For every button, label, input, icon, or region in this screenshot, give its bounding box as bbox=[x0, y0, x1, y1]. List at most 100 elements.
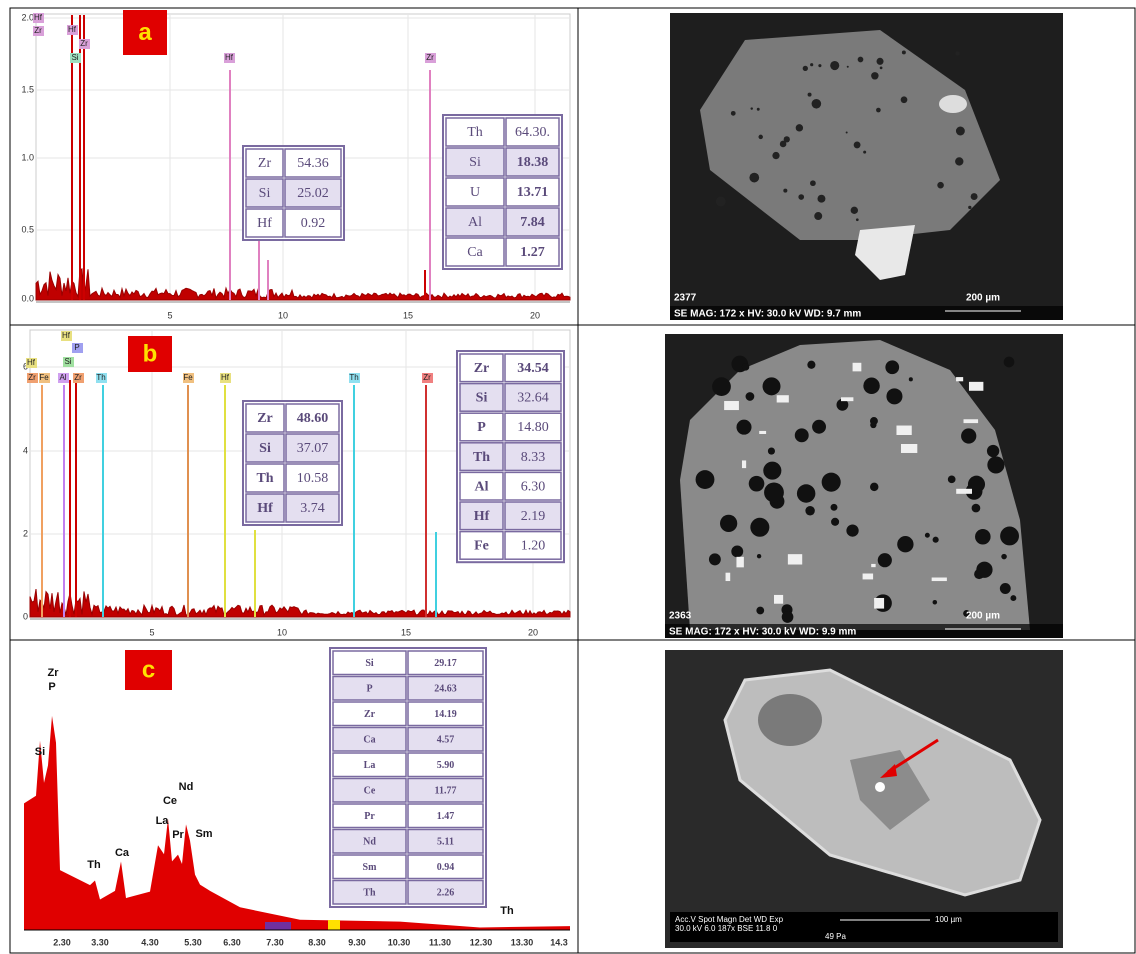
grain bbox=[700, 30, 1000, 240]
x-tick-label: 20 bbox=[530, 310, 540, 320]
bright-phase bbox=[725, 572, 731, 582]
peak-tag bbox=[58, 373, 69, 383]
image-info: 30.0 kV 6.0 187x BSE 11.8 0 bbox=[675, 924, 778, 933]
x-tick-label: 7.30 bbox=[266, 937, 284, 947]
table-cell bbox=[505, 177, 560, 207]
peak-tag bbox=[67, 25, 78, 35]
table-cell bbox=[245, 463, 285, 493]
peak-tag bbox=[224, 53, 235, 63]
spectrum bbox=[35, 268, 571, 301]
peak-tag bbox=[72, 343, 83, 353]
table-text: Zr bbox=[364, 709, 376, 720]
table-cell bbox=[332, 879, 407, 905]
band bbox=[328, 920, 340, 930]
table-text: Th bbox=[473, 450, 490, 465]
table-text: 24.63 bbox=[434, 684, 457, 695]
bright-phase bbox=[874, 597, 885, 609]
pore bbox=[876, 107, 881, 113]
x-tick-label: 6.30 bbox=[223, 937, 241, 947]
pore bbox=[967, 475, 986, 493]
table-cell bbox=[245, 208, 284, 238]
panel-label-box bbox=[123, 10, 167, 55]
table-text: 34.54 bbox=[517, 361, 549, 376]
pore bbox=[814, 212, 823, 221]
x-tick-label: 10 bbox=[278, 310, 288, 320]
peak-tag bbox=[220, 373, 231, 383]
table-cell bbox=[504, 501, 562, 531]
peak-label: Zr bbox=[74, 373, 82, 382]
pore bbox=[855, 218, 859, 222]
peak-tag bbox=[39, 373, 50, 383]
table-cell bbox=[505, 207, 560, 237]
y-tick-label: 0 bbox=[23, 611, 28, 621]
bright-phase bbox=[956, 377, 964, 382]
pore bbox=[794, 428, 809, 443]
table-cell bbox=[407, 854, 484, 880]
peak-label: Si bbox=[35, 746, 45, 758]
peak-label: Zr bbox=[423, 373, 431, 382]
peak-tag bbox=[27, 373, 38, 383]
table-cell bbox=[459, 442, 504, 472]
table-cell bbox=[504, 530, 562, 560]
peak-label: P bbox=[74, 343, 79, 352]
table-cell bbox=[332, 675, 407, 701]
peak-label: Si bbox=[64, 357, 71, 366]
x-tick-label: 5.30 bbox=[184, 937, 202, 947]
table-text: Si bbox=[469, 155, 481, 170]
pore bbox=[961, 428, 977, 444]
bright-phase bbox=[736, 556, 744, 568]
core bbox=[758, 694, 822, 746]
table-cell bbox=[445, 177, 505, 207]
peak-label: Th bbox=[96, 373, 105, 382]
table-cell bbox=[459, 353, 504, 383]
table-text: 1.20 bbox=[521, 539, 546, 554]
peak-label: Hf bbox=[27, 358, 36, 367]
bright-phase bbox=[852, 362, 862, 372]
table-cell bbox=[504, 412, 562, 442]
pore bbox=[955, 157, 964, 166]
frame bbox=[9, 7, 1136, 954]
pore bbox=[805, 506, 815, 516]
bright-phase bbox=[787, 554, 803, 565]
pore bbox=[708, 553, 721, 566]
peak-label: La bbox=[156, 815, 170, 827]
peak-tag bbox=[63, 357, 74, 367]
table-text: Si bbox=[365, 658, 374, 669]
pore bbox=[750, 517, 770, 537]
arrow-head bbox=[880, 764, 897, 778]
pore bbox=[821, 472, 841, 492]
table-text: 4.57 bbox=[437, 735, 455, 746]
pore bbox=[750, 107, 753, 110]
x-tick-label: 14.3 bbox=[550, 937, 568, 947]
pore bbox=[731, 545, 744, 558]
table-text: La bbox=[364, 760, 376, 771]
pore bbox=[968, 205, 972, 210]
pore bbox=[885, 360, 900, 375]
peak-label: P bbox=[48, 681, 55, 693]
table-cell bbox=[407, 675, 484, 701]
peak-label: Nd bbox=[179, 781, 194, 793]
table-cell bbox=[445, 117, 505, 147]
table-cell bbox=[332, 803, 407, 829]
table-cell bbox=[245, 493, 285, 523]
table-text: 54.36 bbox=[297, 156, 329, 171]
scale-label: 200 µm bbox=[966, 611, 1000, 622]
table-text: 5.11 bbox=[437, 837, 454, 848]
pore bbox=[764, 482, 784, 503]
table-cell bbox=[284, 208, 342, 238]
pore bbox=[783, 188, 788, 193]
peak-tag bbox=[425, 53, 436, 63]
pore bbox=[830, 503, 838, 511]
pore bbox=[857, 56, 864, 63]
pore bbox=[779, 140, 787, 148]
x-tick-label: 2.30 bbox=[53, 937, 71, 947]
table-text: 10.58 bbox=[297, 471, 329, 486]
table-text: Th bbox=[467, 125, 483, 140]
pore bbox=[756, 107, 760, 111]
pore bbox=[947, 475, 956, 484]
table-cell bbox=[505, 147, 560, 177]
pore bbox=[817, 194, 826, 203]
pore bbox=[1001, 553, 1007, 560]
table-cell bbox=[407, 752, 484, 778]
